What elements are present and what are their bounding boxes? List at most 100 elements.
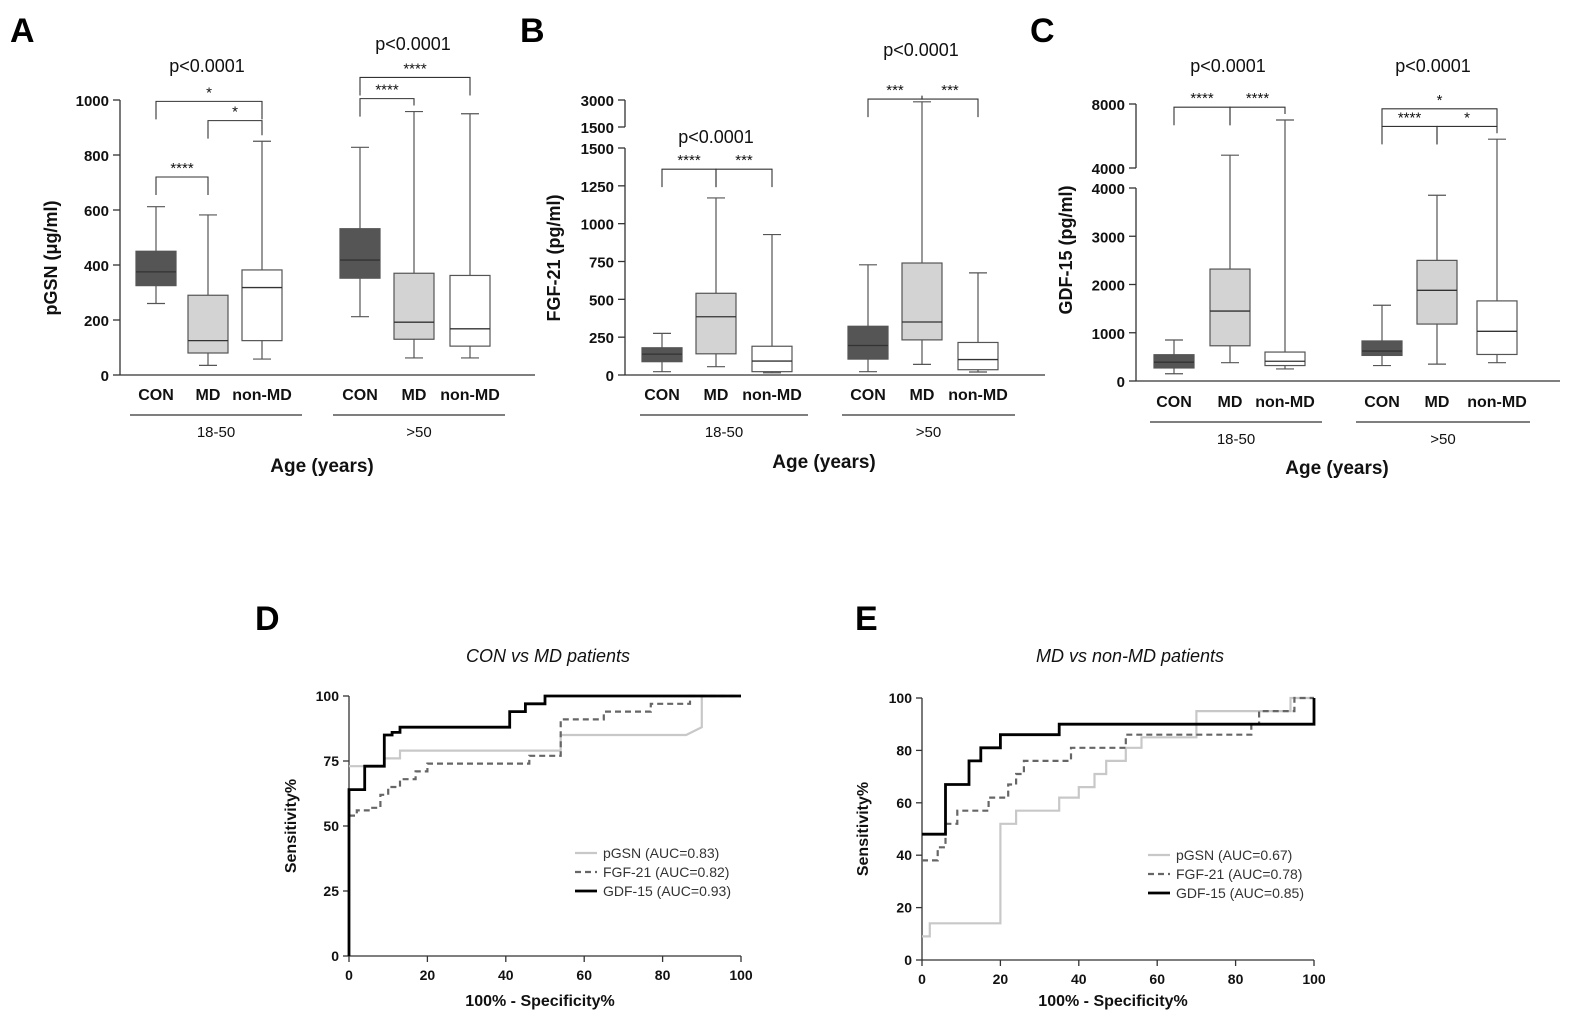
panel-e-x-tick-label: 80 (1228, 971, 1244, 987)
panel-a-category-label: CON (342, 387, 378, 404)
panel-a-sig-label: * (206, 84, 212, 101)
panel-e-y-tick-label: 60 (896, 795, 912, 811)
panel-c-x-label: Age (years) (1285, 458, 1389, 479)
panel-d-letter: D (255, 600, 280, 638)
panel-c-box (1361, 340, 1403, 357)
panel-b-letter: B (520, 12, 545, 50)
panel-e-x-tick-label: 0 (918, 971, 926, 987)
panel-d-title: CON vs MD patients (466, 646, 630, 666)
panel-b-y-tick-label-upper: 1500 (581, 120, 614, 137)
panel-c-sig-bracket (1173, 106, 1231, 126)
panel-b-sig-bracket (661, 168, 717, 188)
panel-b-y-tick-label: 500 (589, 292, 614, 309)
panel-a-y-tick-label: 200 (84, 313, 109, 330)
panel-c-box (1264, 351, 1306, 367)
panel-c-y-tick-label: 2000 (1092, 278, 1125, 295)
panel-a-category-label: MD (402, 387, 427, 404)
panel-a-x-label: Age (years) (270, 456, 374, 477)
panel-e-x-tick-label: 40 (1071, 971, 1087, 987)
panel-b-y-tick-label: 1500 (581, 141, 614, 158)
panel-b-y-tick-label: 0 (606, 368, 614, 385)
panel-b-group-label: 18-50 (705, 424, 743, 441)
panel-a-category-label: MD (196, 387, 221, 404)
panel-c-category-label: MD (1218, 394, 1243, 411)
panel-c-category-label: MD (1425, 394, 1450, 411)
panel-b-group-label: >50 (916, 424, 941, 441)
panel-b-y-tick-label: 1250 (581, 179, 614, 196)
panel-c-sig-bracket (1436, 125, 1498, 145)
panel-a-box (393, 272, 435, 340)
panel-b-sig-label: *** (886, 82, 904, 99)
panel-e-x-tick-label: 100 (1302, 971, 1326, 987)
panel-a-y-tick-label: 400 (84, 258, 109, 275)
panel-c-sig-label: **** (1190, 90, 1214, 107)
panel-a-sig-label: **** (170, 160, 194, 177)
panel-d-legend-label: GDF-15 (AUC=0.93) (603, 883, 731, 899)
panel-a-y-tick-label: 0 (101, 368, 109, 385)
panel-c-category-label: non-MD (1467, 394, 1527, 411)
panel-b-box (957, 341, 999, 371)
panel-b-y-tick-label-upper: 3000 (581, 93, 614, 110)
panel-a-sig-bracket (155, 100, 263, 120)
panel-d-x-tick-label: 60 (576, 967, 592, 983)
panel-e-x-tick-label: 20 (993, 971, 1009, 987)
panel-a-category-label: non-MD (232, 387, 292, 404)
panel-d-y-label: Sensitivity% (283, 779, 300, 873)
panel-e-legend-label: FGF-21 (AUC=0.78) (1176, 866, 1302, 882)
panel-c-sig-bracket (1381, 108, 1498, 127)
panel-a-y-tick-label: 600 (84, 203, 109, 220)
panel-e-y-tick-label: 0 (904, 952, 912, 968)
panel-a-group-label: 18-50 (197, 424, 235, 441)
panel-e-roc-curve-1 (922, 696, 1314, 862)
panel-b-sig-bracket (921, 95, 979, 118)
panel-b-category-label: CON (850, 387, 886, 404)
panel-d-y-tick-label: 50 (323, 818, 339, 834)
panel-e-x-label: 100% - Specificity% (1038, 993, 1187, 1010)
panel-c-y-tick-label: 3000 (1092, 229, 1125, 246)
panel-a-sig-bracket (207, 120, 263, 139)
panel-b-category-label: non-MD (742, 387, 802, 404)
panel-d-legend-label: pGSN (AUC=0.83) (603, 845, 719, 861)
panel-a-box (449, 274, 491, 347)
panel-a-sig-label: **** (375, 82, 399, 99)
panel-c-y-tick-label-upper: 4000 (1092, 161, 1125, 178)
panel-d-roc-curve-2 (347, 694, 741, 956)
panel-e-legend-label: pGSN (AUC=0.67) (1176, 847, 1292, 863)
panel-b-y-tick-label: 1000 (581, 217, 614, 234)
panel-b-sig-bracket (715, 168, 773, 188)
panel-a-sig-label: * (232, 104, 238, 121)
panel-b-y-tick-label: 250 (589, 330, 614, 347)
panel-a-box (187, 294, 229, 354)
panel-d-y-tick-label: 100 (316, 688, 340, 704)
panel-b-sig-label: **** (677, 152, 701, 169)
panel-b-sig-label: *** (735, 152, 753, 169)
panel-c-sig-bracket (1381, 125, 1438, 145)
panel-b-sig-label: *** (941, 82, 959, 99)
panel-d-x-tick-label: 100 (729, 967, 753, 983)
panel-e-title: MD vs non-MD patients (1036, 646, 1224, 666)
panel-e-y-tick-label: 20 (896, 900, 912, 916)
panel-c-sig-label: **** (1398, 109, 1422, 126)
panel-b-box (751, 345, 793, 373)
panel-e-y-tick-label: 100 (889, 690, 913, 706)
panel-c-y-label: GDF-15 (pg/ml) (1056, 185, 1076, 314)
panel-a-letter: A (10, 12, 35, 50)
panel-d-y-tick-label: 75 (323, 753, 339, 769)
panel-c-category-label: CON (1156, 394, 1192, 411)
panel-c-box (1416, 259, 1458, 325)
panel-b-y-label: FGF-21 (pg/ml) (544, 195, 564, 322)
panel-b-box (847, 325, 889, 360)
panel-a-sig-label: **** (403, 60, 427, 77)
panel-c-box (1209, 268, 1251, 347)
panel-a-y-label: pGSN (μg/ml) (41, 200, 61, 315)
panel-c-category-label: non-MD (1255, 394, 1315, 411)
panel-e-legend-label: GDF-15 (AUC=0.85) (1176, 885, 1304, 901)
panel-b-box (901, 262, 943, 341)
panel-a-y-tick-label: 1000 (76, 93, 109, 110)
panel-c-box (1153, 354, 1195, 369)
panel-b-category-label: MD (704, 387, 729, 404)
panel-e-roc-curve-2 (922, 698, 1316, 836)
panel-a-category-label: CON (138, 387, 174, 404)
panel-b-overall-p: p<0.0001 (883, 40, 959, 60)
